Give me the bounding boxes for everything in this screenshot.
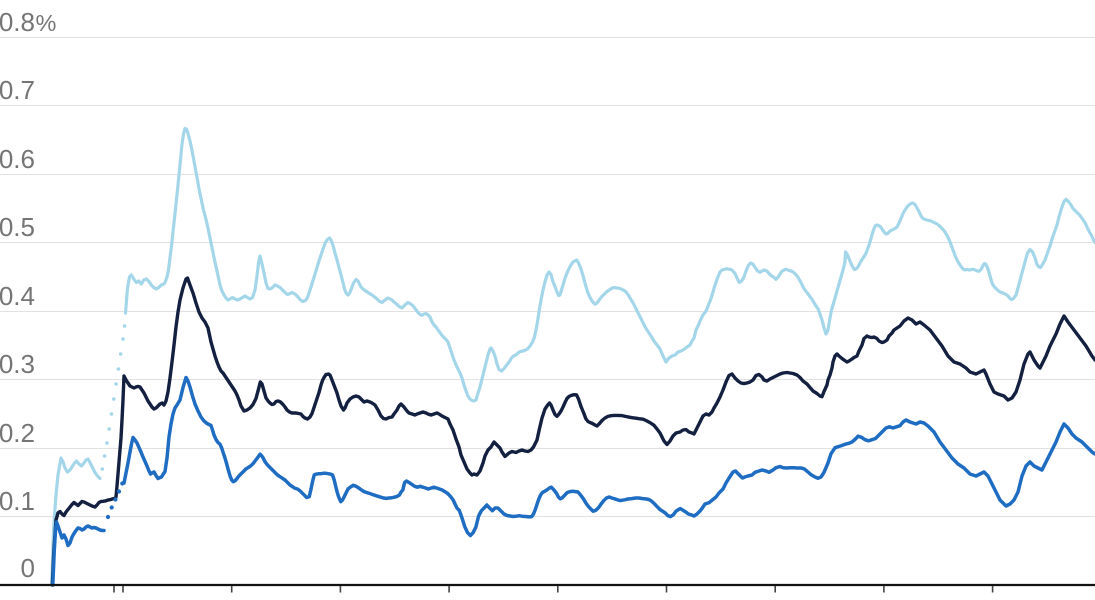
svg-text:%: % — [36, 10, 57, 36]
svg-text:0: 0 — [21, 553, 35, 583]
svg-text:0.8: 0.8 — [0, 7, 35, 37]
svg-text:0.4: 0.4 — [0, 281, 35, 311]
svg-text:0.5: 0.5 — [0, 212, 35, 242]
svg-text:0.7: 0.7 — [0, 75, 35, 105]
svg-text:0.2: 0.2 — [0, 418, 35, 448]
svg-text:0.1: 0.1 — [0, 486, 35, 516]
svg-text:0.3: 0.3 — [0, 349, 35, 379]
svg-text:0.6: 0.6 — [0, 144, 35, 174]
